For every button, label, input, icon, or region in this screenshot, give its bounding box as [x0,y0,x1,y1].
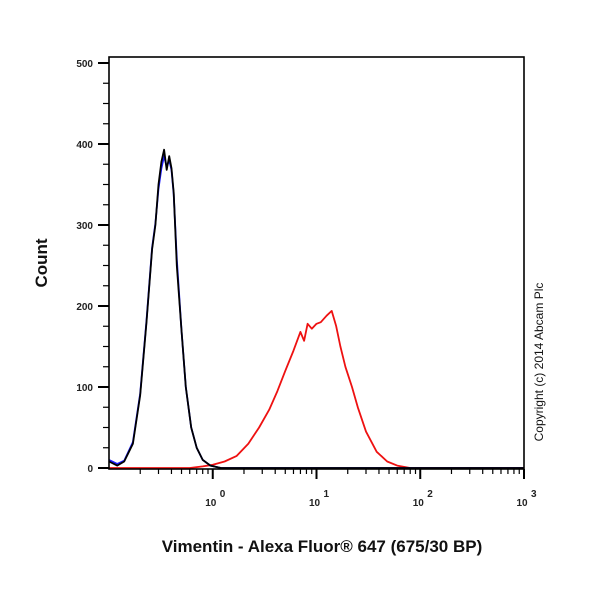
series-line-red [109,310,524,469]
x-tick-exponent: 1 [324,489,330,500]
series-line-black [108,148,524,469]
series-layer [108,148,524,469]
x-tick-label: 10 [205,498,217,509]
y-tick-label: 400 [76,140,93,151]
y-tick-label: 500 [76,59,93,70]
x-tick-exponent: 0 [220,489,226,500]
x-axis-title: Vimentin - Alexa Fluor® 647 (675/30 BP) [162,537,483,556]
x-tick-exponent: 3 [531,489,537,500]
x-tick-label: 10 [413,498,425,509]
x-tick-label: 10 [309,498,321,509]
y-axis: 0 100 200 300 400 500 [76,59,109,475]
y-tick-label: 200 [76,302,93,313]
y-tick-label: 300 [76,221,93,232]
y-axis-title: Count [32,238,51,287]
y-tick-label: 0 [87,464,93,475]
copyright-annotation: Copyright (c) 2014 Abcam Plc [532,283,546,442]
x-tick-label: 10 [516,498,528,509]
x-tick-exponent: 2 [427,489,433,500]
y-tick-label: 100 [76,383,93,394]
